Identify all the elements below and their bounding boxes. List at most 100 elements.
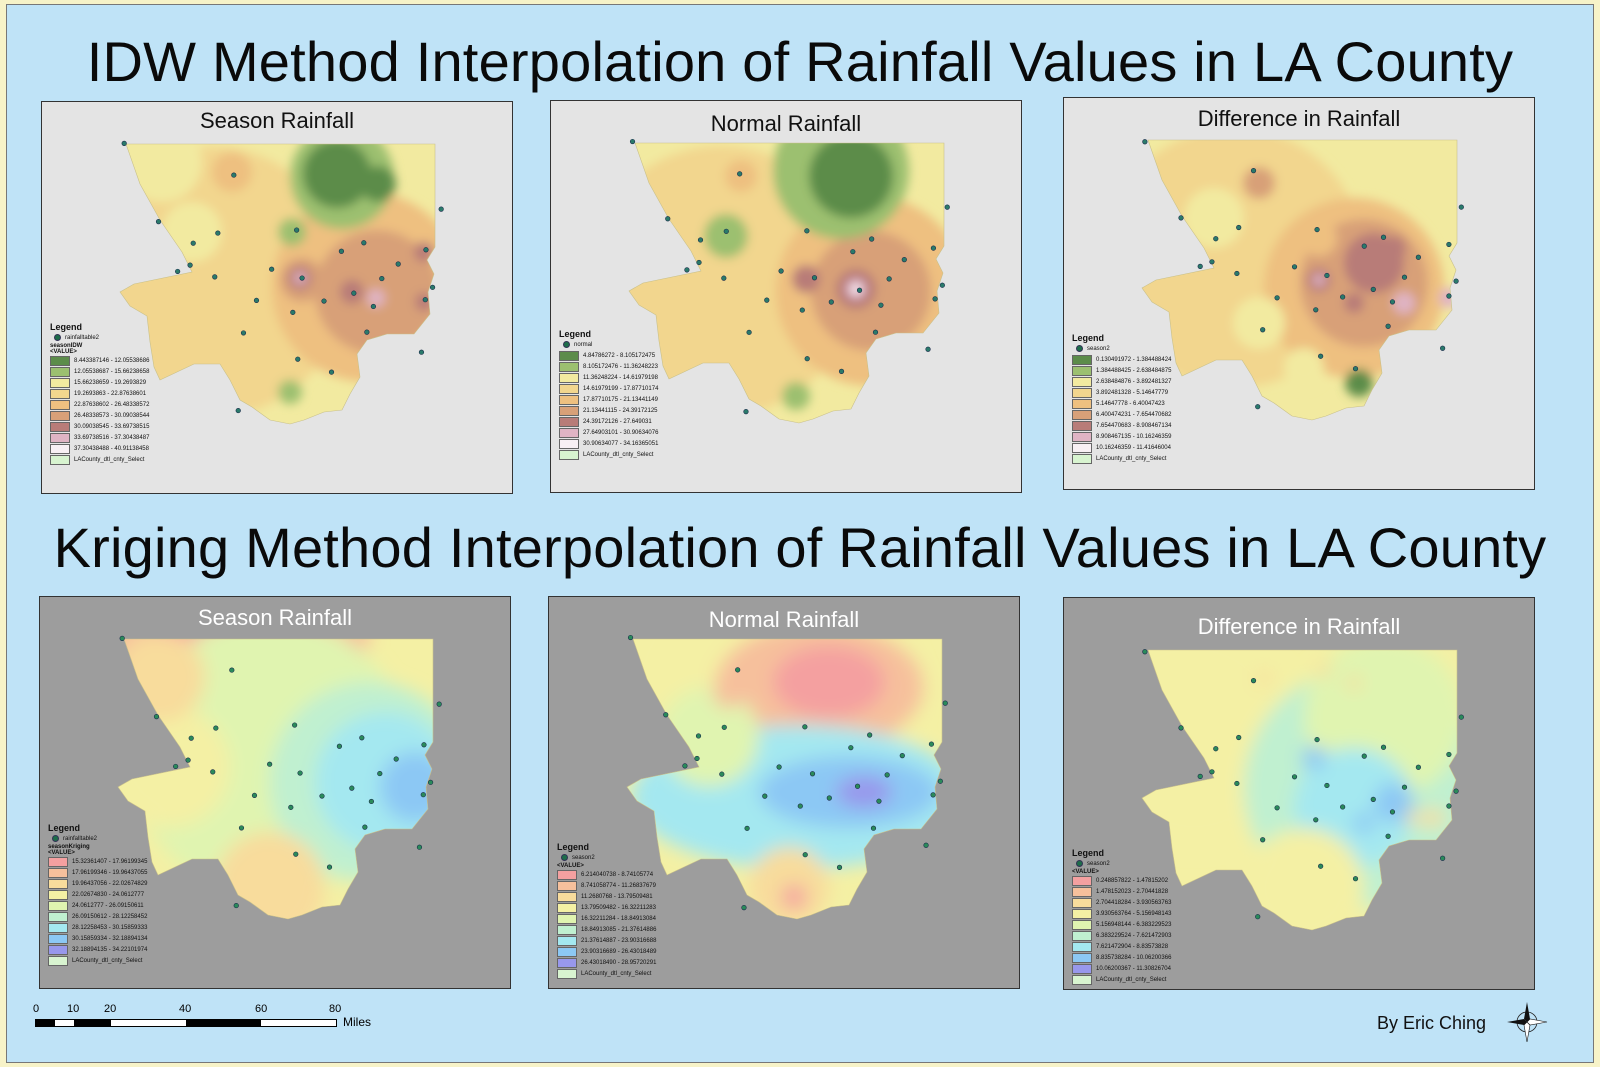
legend-class: 11.36248224 - 14.61979198: [559, 372, 658, 383]
rain-gauge-station: [336, 743, 343, 749]
rainfall-surface-zone: [792, 265, 820, 293]
legend-swatch: [557, 880, 577, 891]
rain-gauge-station: [187, 262, 193, 268]
rain-gauge-station: [175, 268, 181, 275]
rain-gauge-station: [901, 257, 907, 263]
rain-gauge-station: [743, 409, 749, 415]
legend-point-layer: rainfalltable2: [52, 835, 147, 842]
rain-gauge-station: [1352, 366, 1359, 372]
legend-class: 26.48338573 - 30.09038544: [50, 410, 149, 421]
rain-gauge-station: [1209, 769, 1215, 775]
rain-gauge-station: [802, 724, 808, 730]
legend-swatch: [50, 443, 70, 454]
legend-class-label: 8.908467135 - 10.16246359: [1096, 433, 1172, 440]
legend-class-label: 13.79509482 - 16.32211283: [581, 904, 656, 911]
rain-gauge-station: [836, 864, 843, 870]
legend-class: 4.84786272 - 8.105172475: [559, 350, 658, 361]
rain-gauge-station: [423, 247, 429, 253]
rain-gauge-station: [735, 667, 741, 673]
legend-class-label: 22.87638602 - 26.48338572: [74, 401, 150, 408]
legend-class-label: 4.84786272 - 8.105172475: [583, 352, 656, 359]
rainfall-surface-zone: [1301, 220, 1337, 256]
rain-gauge-station: [762, 793, 768, 799]
county-map: [1141, 139, 1464, 421]
legend-class-label: 7.621472904 - 8.83573828: [1096, 943, 1169, 950]
rain-gauge-station: [746, 329, 752, 335]
legend-swatch: [557, 924, 577, 935]
rain-gauge-station: [349, 785, 355, 791]
legend-swatch: [1072, 897, 1092, 908]
rain-gauge-station: [422, 297, 428, 303]
rain-gauge-station: [321, 298, 327, 304]
legend-class-label: 6.214040738 - 8.74105774: [581, 871, 654, 878]
rain-gauge-station: [215, 230, 221, 236]
rain-gauge-station: [809, 771, 816, 777]
legend-class-label: 30.90634077 - 34.16365051: [583, 440, 659, 447]
legend-swatch: [559, 405, 579, 416]
legend-class: 10.16246359 - 11.41646004: [1072, 442, 1171, 453]
rain-gauge-station: [297, 770, 303, 776]
legend-class-label: 11.2680768 - 13.79509481: [581, 893, 653, 900]
rain-gauge-station: [1446, 293, 1452, 299]
legend-swatch: [1072, 952, 1092, 963]
rain-gauge-station: [364, 329, 370, 335]
legend-swatch: [559, 361, 579, 372]
legend-class-label: 1.478152023 - 2.70441828: [1096, 888, 1169, 895]
rain-gauge-station: [778, 268, 784, 274]
legend-value-label: <VALUE>: [48, 850, 75, 856]
legend-swatch: [50, 454, 70, 465]
legend-point-layer: rainfalltable2: [54, 334, 149, 341]
rain-gauge-station: [884, 772, 890, 778]
rain-gauge-station: [764, 297, 770, 303]
legend-class: 24.0612777 - 26.09150611: [48, 900, 147, 911]
legend-class: 5.156948144 - 6.383229523: [1072, 919, 1171, 930]
legend-class: 0.248857822 - 1.47815202: [1072, 875, 1171, 886]
legend-swatch: [559, 427, 579, 438]
legend-class: 8.908467135 - 10.16246359: [1072, 431, 1171, 442]
legend-swatch: [1072, 941, 1092, 952]
rain-gauge-station: [361, 240, 367, 246]
legend-class: 12.05538687 - 15.66238658: [50, 366, 149, 377]
rain-gauge-station: [1380, 744, 1387, 750]
legend-title: Legend: [1072, 848, 1105, 858]
legend-class: 17.96199346 - 19.96437055: [48, 867, 147, 878]
rain-gauge-station: [928, 741, 935, 747]
rain-gauge-station: [319, 793, 325, 799]
rain-gauge-station: [804, 228, 810, 234]
rain-gauge-station: [944, 204, 950, 210]
rain-gauge-station: [627, 634, 634, 641]
scale-tick: 80: [329, 1003, 342, 1015]
legend-point-layer: season2: [561, 854, 656, 861]
legend-class-label: 0.130491972 - 1.384488424: [1096, 356, 1172, 363]
rain-gauge-station: [802, 852, 808, 858]
rain-gauge-station: [804, 356, 810, 362]
legend-class: 5.14647778 - 6.40047423: [1072, 398, 1171, 409]
legend-class-label: 11.36248224 - 14.61979198: [583, 374, 658, 381]
rain-gauge-station: [930, 245, 937, 251]
legend-class: 6.214040738 - 8.74105774: [557, 869, 656, 880]
legend-class-label: 15.32361407 - 17.96199345: [72, 858, 148, 865]
rain-gauge-station: [932, 296, 938, 302]
idw-diff-panel: Difference in Rainfall Legend season2 0.13…: [1063, 97, 1535, 490]
rain-gauge-station: [1415, 254, 1421, 260]
rain-gauge-station: [326, 864, 333, 870]
rain-gauge-station: [368, 798, 375, 805]
rain-gauge-station: [1401, 274, 1408, 280]
rain-gauge-station: [826, 795, 832, 801]
rain-gauge-station: [937, 778, 943, 784]
rain-gauge-station: [1313, 817, 1319, 823]
legend-class: 19.96437056 - 22.02674829: [48, 878, 147, 889]
rainfall-surface-zone: [1313, 274, 1325, 286]
rain-gauge-station: [416, 844, 423, 850]
rain-gauge-station: [438, 206, 444, 212]
rainfall-surface-zone: [162, 202, 222, 262]
kriging-section-title: Kriging Method Interpolation of Rainfall…: [53, 516, 1547, 579]
legend-class: 16.32211284 - 18.84913084: [557, 913, 656, 924]
county-map: [626, 634, 948, 920]
rainfall-surface-zone: [278, 380, 302, 404]
rain-gauge-station: [420, 792, 426, 798]
legend-class-label: 26.43018490 - 28.95720291: [581, 959, 657, 966]
legend-swatch: [48, 911, 68, 922]
rain-gauge-station: [828, 299, 834, 305]
legend-class: 26.09150612 - 28.12258452: [48, 911, 147, 922]
